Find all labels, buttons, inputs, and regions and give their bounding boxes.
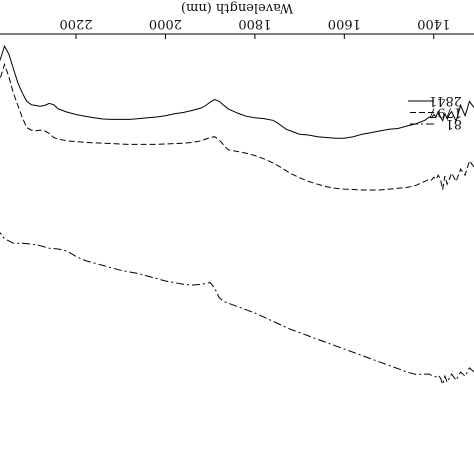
x-tick-label-2: 1800 — [238, 16, 271, 31]
rotated-figure: 1400 1600 1800 2000 2200 Wavelength (nm) 284… — [0, 0, 474, 386]
series-line-2 — [0, 232, 474, 386]
series-line-0 — [0, 44, 474, 139]
legend-label-2: 81 — [445, 116, 462, 131]
series-line-1 — [0, 62, 474, 191]
x-tick-label-1: 1600 — [328, 16, 361, 31]
legend-label-0: 2841 — [429, 93, 462, 108]
legend-label-1: 1797 — [429, 105, 462, 120]
x-tick-label-0: 1400 — [417, 16, 450, 31]
x-tick-label-4: 2200 — [59, 16, 92, 31]
x-tick-label-3: 2000 — [149, 16, 182, 31]
series-lines — [0, 44, 474, 386]
x-axis-title: Wavelength (nm) — [181, 0, 293, 15]
x-axis-ticks: 1400 1600 1800 2000 2200 — [59, 16, 450, 39]
